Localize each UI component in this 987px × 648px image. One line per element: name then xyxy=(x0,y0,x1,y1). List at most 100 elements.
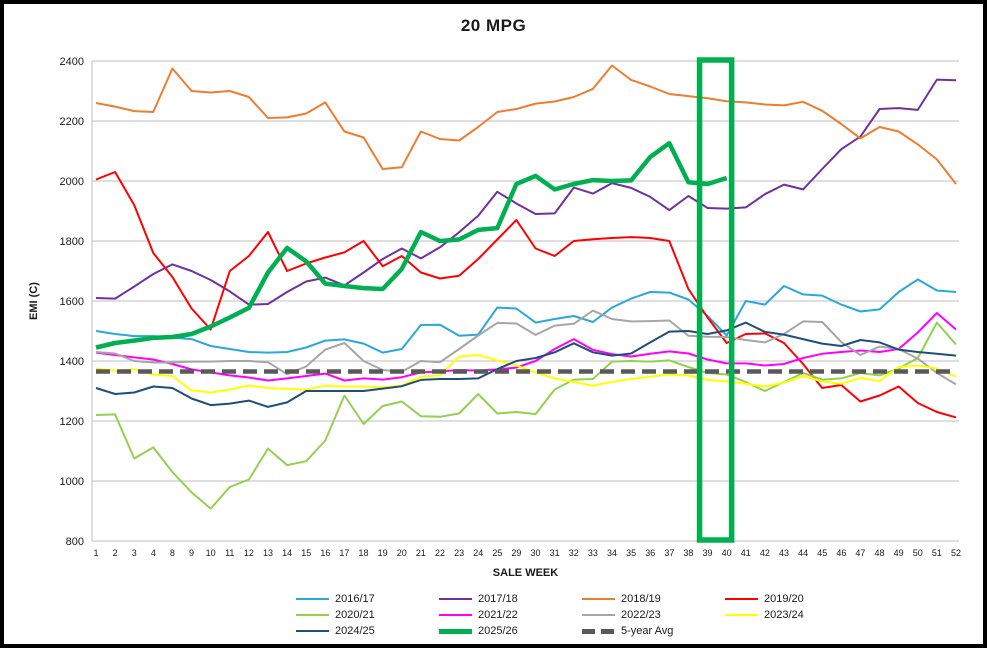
x-tick-label: 39 xyxy=(703,548,713,558)
x-tick-label: 2 xyxy=(113,548,118,558)
x-tick-label: 3 xyxy=(132,548,137,558)
legend-label: 2024/25 xyxy=(335,625,375,637)
legend-label: 2022/23 xyxy=(621,609,661,621)
x-tick-label: 44 xyxy=(798,548,808,558)
y-tick-label: 1200 xyxy=(60,416,84,428)
y-tick-label: 1800 xyxy=(60,236,84,248)
legend-item-2021/22: 2021/22 xyxy=(439,609,582,621)
x-tick-label: 33 xyxy=(588,548,598,558)
legend-item-2022/23: 2022/23 xyxy=(582,609,725,621)
x-tick-label: 14 xyxy=(282,548,292,558)
x-tick-label: 15 xyxy=(301,548,311,558)
legend-swatch-5-year Avg xyxy=(582,628,615,634)
x-tick-label: 34 xyxy=(607,548,617,558)
x-tick-label: 21 xyxy=(416,548,426,558)
x-tick-label: 38 xyxy=(683,548,693,558)
x-tick-label: 20 xyxy=(397,548,407,558)
x-tick-label: 12 xyxy=(244,548,254,558)
x-tick-label: 47 xyxy=(855,548,865,558)
legend-item-2020/21: 2020/21 xyxy=(296,609,439,621)
legend-swatch-2018/19 xyxy=(582,597,615,601)
x-tick-label: 18 xyxy=(359,548,369,558)
y-tick-label: 1000 xyxy=(60,476,84,488)
x-tick-label: 22 xyxy=(435,548,445,558)
legend-item-2019/20: 2019/20 xyxy=(725,593,868,605)
legend-label: 2018/19 xyxy=(621,593,661,605)
x-tick-label: 52 xyxy=(951,548,961,558)
legend-label: 2025/26 xyxy=(478,625,518,637)
legend-swatch-2023/24 xyxy=(725,613,758,617)
legend-swatch-2022/23 xyxy=(582,613,615,617)
series-line-2023/24 xyxy=(95,354,957,394)
legend-row: 2024/25 2025/26 5-year Avg xyxy=(296,623,868,639)
legend-swatch-2025/26 xyxy=(439,628,472,634)
x-tick-label: 25 xyxy=(492,548,502,558)
legend-row: 2020/21 2021/22 2022/23 2023/24 xyxy=(296,607,868,623)
x-tick-label: 9 xyxy=(189,548,194,558)
legend-label: 2016/17 xyxy=(335,593,375,605)
legend-swatch-2019/20 xyxy=(725,597,758,601)
legend-swatch-2020/21 xyxy=(296,613,329,617)
y-tick-label: 2200 xyxy=(60,116,84,128)
x-tick-label: 36 xyxy=(645,548,655,558)
legend-row: 2016/17 2017/18 2018/19 2019/20 xyxy=(296,591,868,607)
x-tick-label: 51 xyxy=(932,548,942,558)
x-tick-label: 43 xyxy=(779,548,789,558)
legend-label: 2019/20 xyxy=(764,593,804,605)
y-tick-label: 2000 xyxy=(60,176,84,188)
y-tick-label: 800 xyxy=(66,536,84,548)
legend-swatch-2021/22 xyxy=(439,613,472,617)
series-line-2022/23 xyxy=(95,309,957,386)
x-tick-label: 17 xyxy=(339,548,349,558)
legend-item-2023/24: 2023/24 xyxy=(725,609,868,621)
legend-item-2024/25: 2024/25 xyxy=(296,625,439,637)
series-line-2016/17 xyxy=(95,278,957,354)
x-tick-label: 50 xyxy=(913,548,923,558)
x-tick-label: 48 xyxy=(875,548,885,558)
x-tick-label: 49 xyxy=(894,548,904,558)
series-line-2021/22 xyxy=(95,312,957,382)
x-tick-label: 42 xyxy=(760,548,770,558)
highlight-box xyxy=(696,57,735,543)
x-axis-title: SALE WEEK xyxy=(492,567,559,579)
x-tick-label: 31 xyxy=(550,548,560,558)
legend-swatch-2017/18 xyxy=(439,597,472,601)
legend-label: 2017/18 xyxy=(478,593,518,605)
x-tick-label: 32 xyxy=(569,548,579,558)
legend: 2016/17 2017/18 2018/19 2019/20 2020/21 2021/… xyxy=(296,591,868,639)
x-tick-label: 16 xyxy=(320,548,330,558)
series-line-2024/25 xyxy=(95,321,957,408)
x-tick-label: 41 xyxy=(741,548,751,558)
x-tick-label: 37 xyxy=(664,548,674,558)
legend-item-2025/26: 2025/26 xyxy=(439,625,582,637)
legend-label: 2023/24 xyxy=(764,609,804,621)
x-tick-label: 23 xyxy=(454,548,464,558)
x-tick-label: 24 xyxy=(473,548,483,558)
chart-title: 20 MPG xyxy=(460,16,527,35)
y-tick-label: 1400 xyxy=(60,356,84,368)
x-tick-label: 46 xyxy=(836,548,846,558)
x-tick-label: 10 xyxy=(206,548,216,558)
x-tick-label: 1 xyxy=(93,548,98,558)
x-tick-label: 35 xyxy=(626,548,636,558)
legend-item-5-year Avg: 5-year Avg xyxy=(582,625,725,637)
x-tick-label: 19 xyxy=(378,548,388,558)
legend-label: 2021/22 xyxy=(478,609,518,621)
x-tick-label: 45 xyxy=(817,548,827,558)
legend-swatch-2024/25 xyxy=(296,629,329,633)
x-tick-label: 8 xyxy=(170,548,175,558)
legend-label: 2020/21 xyxy=(335,609,375,621)
series-line-2025/26 xyxy=(95,140,728,350)
legend-swatch-2016/17 xyxy=(296,597,329,601)
legend-item-2018/19: 2018/19 xyxy=(582,593,725,605)
y-tick-label: 2400 xyxy=(60,56,84,68)
legend-label: 5-year Avg xyxy=(621,625,674,637)
y-tick-label: 1600 xyxy=(60,296,84,308)
x-tick-label: 40 xyxy=(722,548,732,558)
legend-item-2016/17: 2016/17 xyxy=(296,593,439,605)
x-tick-label: 4 xyxy=(151,548,156,558)
x-tick-label: 30 xyxy=(531,548,541,558)
series-line-2020/21 xyxy=(95,321,957,510)
